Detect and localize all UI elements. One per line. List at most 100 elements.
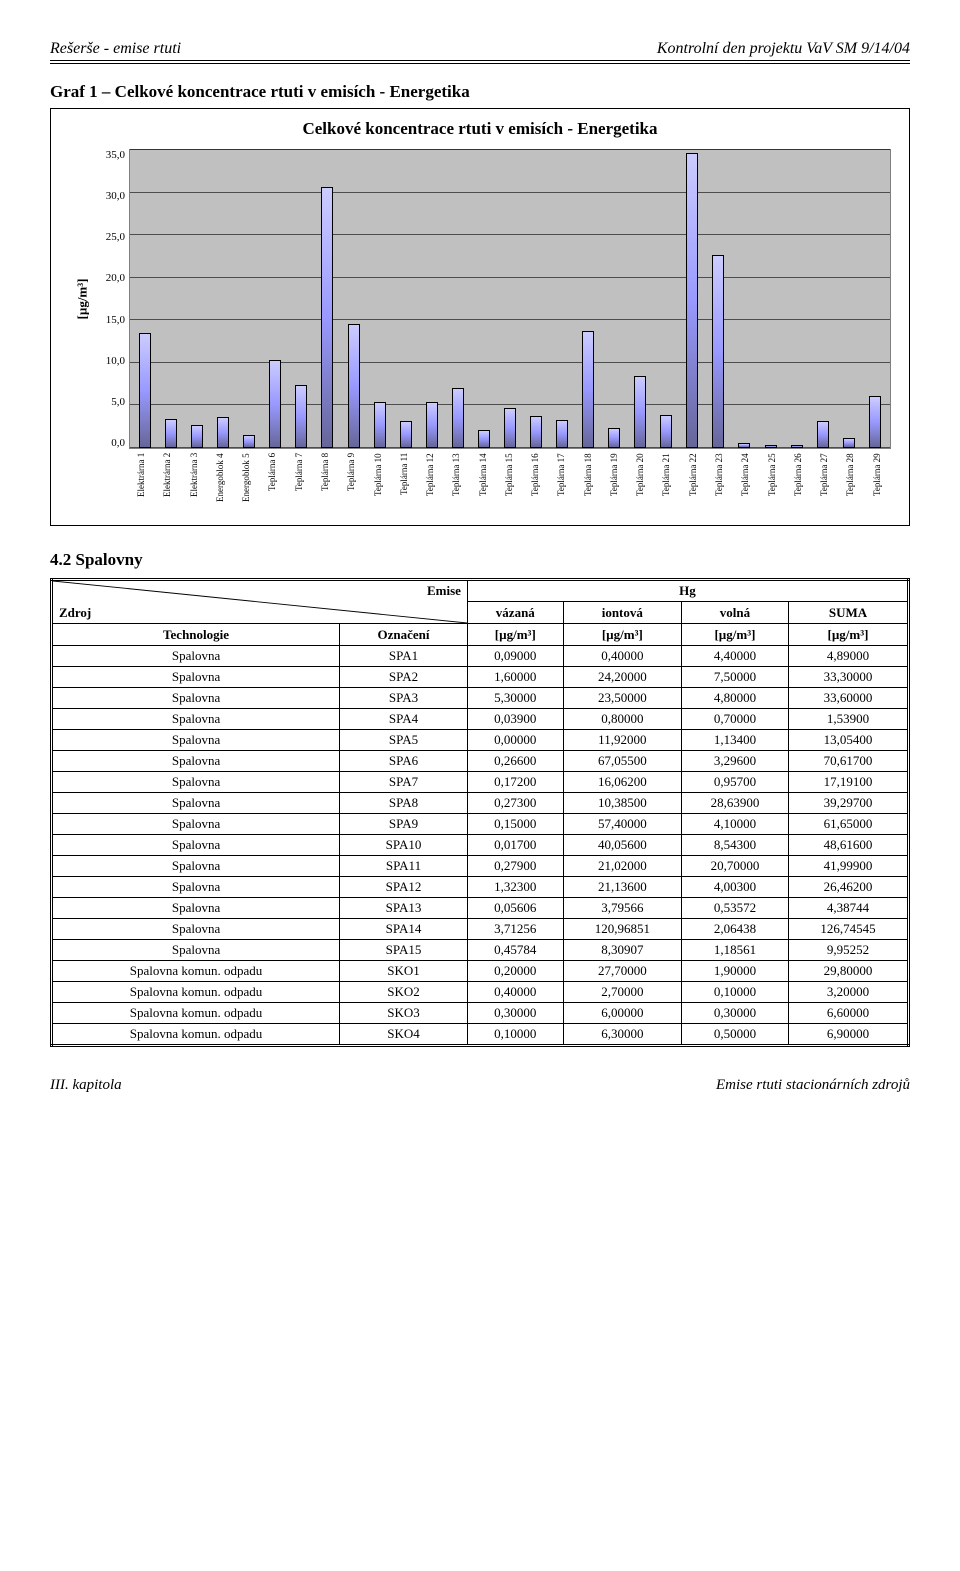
x-tick: Teplárna 9: [346, 453, 358, 517]
x-tick: Teplárna 24: [740, 453, 752, 517]
spalovny-table: Zdroj Emise Hg vázaná iontová volná SUMA…: [50, 578, 910, 1047]
x-tick: Teplárna 7: [294, 453, 306, 517]
table-row: SpalovnaSPA80,2730010,3850028,6390039,29…: [52, 793, 909, 814]
cell-value: 6,30000: [563, 1024, 681, 1046]
col-unit-1: [µg/m³]: [467, 624, 563, 646]
cell-value: 0,26600: [467, 751, 563, 772]
cell-technologie: Spalovna: [52, 940, 340, 961]
bar: [686, 153, 698, 448]
cell-technologie: Spalovna komun. odpadu: [52, 1003, 340, 1024]
y-tick: 20,0: [106, 272, 125, 284]
cell-value: 2,70000: [563, 982, 681, 1003]
bar: [582, 331, 594, 448]
table-row: SpalovnaSPA40,039000,800000,700001,53900: [52, 709, 909, 730]
cell-value: 39,29700: [788, 793, 908, 814]
cell-oznaceni: SPA10: [340, 835, 468, 856]
cell-value: 70,61700: [788, 751, 908, 772]
cell-value: 0,09000: [467, 646, 563, 667]
cell-oznaceni: SKO1: [340, 961, 468, 982]
bar: [817, 421, 829, 448]
cell-value: 26,46200: [788, 877, 908, 898]
table-row: SpalovnaSPA35,3000023,500004,8000033,600…: [52, 688, 909, 709]
bar: [348, 324, 360, 448]
cell-technologie: Spalovna: [52, 835, 340, 856]
diag-top-label: Emise: [427, 583, 461, 599]
cell-value: 17,19100: [788, 772, 908, 793]
cell-oznaceni: SPA13: [340, 898, 468, 919]
x-tick: Teplárna 15: [504, 453, 516, 517]
table-row: Spalovna komun. odpaduSKO20,400002,70000…: [52, 982, 909, 1003]
y-tick: 25,0: [106, 231, 125, 243]
cell-technologie: Spalovna: [52, 709, 340, 730]
x-tick: Teplárna 18: [583, 453, 595, 517]
cell-technologie: Spalovna: [52, 793, 340, 814]
y-axis-label-wrap: [µg/m³]: [69, 149, 95, 449]
table-row: Spalovna komun. odpaduSKO10,2000027,7000…: [52, 961, 909, 982]
cell-technologie: Spalovna: [52, 877, 340, 898]
y-axis-label: [µg/m³]: [74, 279, 90, 320]
x-tick: Teplárna 8: [320, 453, 332, 517]
x-tick: Teplárna 11: [399, 453, 411, 517]
cell-value: 1,53900: [788, 709, 908, 730]
cell-value: 120,96851: [563, 919, 681, 940]
page-header: Rešerše - emise rtuti Kontrolní den proj…: [50, 40, 910, 61]
cell-oznaceni: SPA8: [340, 793, 468, 814]
cell-value: 9,95252: [788, 940, 908, 961]
cell-value: 20,70000: [681, 856, 788, 877]
cell-value: 126,74545: [788, 919, 908, 940]
table-row: SpalovnaSPA130,056063,795660,535724,3874…: [52, 898, 909, 919]
cell-oznaceni: SPA4: [340, 709, 468, 730]
bar: [295, 385, 307, 448]
cell-technologie: Spalovna komun. odpadu: [52, 961, 340, 982]
cell-value: 0,50000: [681, 1024, 788, 1046]
header-right: Kontrolní den projektu VaV SM 9/14/04: [657, 40, 910, 58]
bar: [556, 420, 568, 448]
cell-value: 3,20000: [788, 982, 908, 1003]
cell-value: 0,01700: [467, 835, 563, 856]
grid-line: [130, 234, 890, 235]
table-row: SpalovnaSPA143,71256120,968512,06438126,…: [52, 919, 909, 940]
grid-line: [130, 362, 890, 363]
bar: [243, 435, 255, 448]
cell-value: 61,65000: [788, 814, 908, 835]
hg-header: Hg: [467, 580, 908, 602]
cell-oznaceni: SKO2: [340, 982, 468, 1003]
bar: [321, 187, 333, 448]
cell-value: 0,40000: [563, 646, 681, 667]
cell-oznaceni: SKO3: [340, 1003, 468, 1024]
cell-value: 4,38744: [788, 898, 908, 919]
cell-oznaceni: SPA14: [340, 919, 468, 940]
col-technologie: Technologie: [52, 624, 340, 646]
cell-technologie: Spalovna: [52, 667, 340, 688]
graf-heading: Graf 1 – Celkové koncentrace rtuti v emi…: [50, 82, 910, 102]
cell-technologie: Spalovna: [52, 898, 340, 919]
cell-technologie: Spalovna: [52, 646, 340, 667]
x-axis: Elektrárna 1Elektrárna 2Elektrárna 3Ener…: [69, 453, 891, 517]
table-row: SpalovnaSPA150,457848,309071,185619,9525…: [52, 940, 909, 961]
x-tick: Teplárna 16: [530, 453, 542, 517]
cell-value: 0,45784: [467, 940, 563, 961]
x-tick: Teplárna 26: [793, 453, 805, 517]
x-tick: Teplárna 25: [767, 453, 779, 517]
cell-value: 13,05400: [788, 730, 908, 751]
bar: [765, 445, 777, 448]
y-tick: 35,0: [106, 149, 125, 161]
bar: [738, 443, 750, 448]
bar: [400, 421, 412, 448]
cell-value: 10,38500: [563, 793, 681, 814]
cell-value: 0,27900: [467, 856, 563, 877]
diag-bottom-label: Zdroj: [59, 605, 91, 621]
table-row: Spalovna komun. odpaduSKO30,300006,00000…: [52, 1003, 909, 1024]
cell-value: 6,60000: [788, 1003, 908, 1024]
table-row: SpalovnaSPA110,2790021,0200020,7000041,9…: [52, 856, 909, 877]
cell-value: 6,90000: [788, 1024, 908, 1046]
bar: [608, 428, 620, 448]
x-tick: Teplárna 29: [872, 453, 884, 517]
chart-title: Celkové koncentrace rtuti v emisích - En…: [69, 119, 891, 139]
cell-technologie: Spalovna: [52, 814, 340, 835]
cell-value: 4,10000: [681, 814, 788, 835]
table-row: SpalovnaSPA121,3230021,136004,0030026,46…: [52, 877, 909, 898]
cell-value: 8,54300: [681, 835, 788, 856]
bar: [504, 408, 516, 448]
bar: [869, 396, 881, 448]
